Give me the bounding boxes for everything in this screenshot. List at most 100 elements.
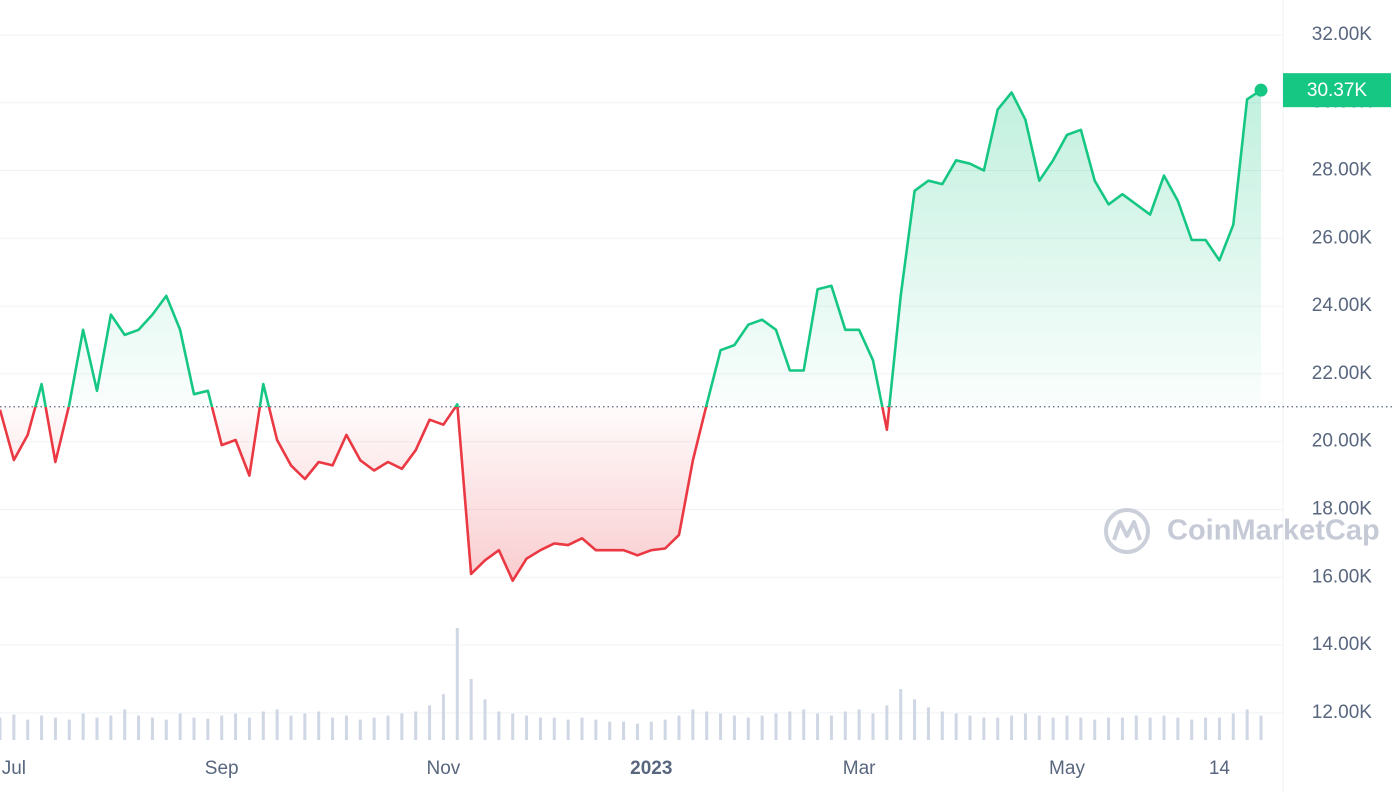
volume-bar <box>317 711 321 740</box>
volume-bar <box>137 715 141 740</box>
volume-bar <box>12 714 16 740</box>
volume-bar <box>178 713 182 740</box>
volume-bar <box>649 721 653 740</box>
volume-bar <box>635 723 639 740</box>
volume-bar <box>1065 715 1069 740</box>
x-tick-label: Mar <box>843 758 876 779</box>
volume-bar <box>428 705 432 740</box>
x-tick-label: May <box>1049 758 1085 779</box>
volume-bar <box>441 694 445 740</box>
volume-bars <box>0 628 1263 740</box>
volume-bar <box>788 711 792 740</box>
y-tick-label: 14.00K <box>1312 634 1373 655</box>
y-tick-label: 18.00K <box>1312 499 1373 520</box>
volume-bar <box>913 699 917 740</box>
volume-bar <box>525 715 529 740</box>
volume-bar <box>234 713 238 740</box>
volume-bar <box>358 719 362 740</box>
volume-bar <box>220 715 224 740</box>
volume-bar <box>885 705 889 740</box>
volume-bar <box>1190 719 1194 740</box>
volume-bar <box>1245 709 1249 740</box>
volume-bar <box>289 715 293 740</box>
volume-bar <box>261 711 265 740</box>
y-tick-label: 20.00K <box>1312 431 1373 452</box>
volume-bar <box>400 713 404 740</box>
volume-bar <box>982 717 986 740</box>
volume-bar <box>123 709 127 740</box>
price-line <box>0 89 1262 582</box>
volume-bar <box>53 717 57 740</box>
volume-bar <box>1134 715 1138 740</box>
volume-bar <box>344 715 348 740</box>
volume-bar <box>940 711 944 740</box>
y-tick-label: 32.00K <box>1312 24 1373 45</box>
volume-bar <box>414 711 418 740</box>
volume-bar <box>1120 717 1124 740</box>
x-tick-label: Nov <box>427 758 461 779</box>
volume-bar <box>40 715 44 740</box>
x-tick-label: 2023 <box>630 758 672 779</box>
volume-bar <box>857 709 861 740</box>
volume-bar <box>67 719 71 740</box>
volume-bar <box>996 717 1000 740</box>
volume-bar <box>608 721 612 740</box>
volume-bar <box>150 717 154 740</box>
volume-bar <box>871 713 875 740</box>
y-tick-label: 24.00K <box>1312 295 1373 316</box>
volume-bar <box>164 719 168 740</box>
volume-bar <box>95 717 99 740</box>
volume-bar <box>26 719 30 740</box>
volume-bar <box>206 718 210 740</box>
x-tick-label: Sep <box>205 758 239 779</box>
volume-bar <box>0 717 2 740</box>
volume-bar <box>81 713 85 740</box>
volume-bar <box>705 711 709 740</box>
volume-bar <box>732 715 736 740</box>
volume-bar <box>1217 717 1221 740</box>
volume-bar <box>1010 715 1014 740</box>
volume-bar <box>192 717 196 740</box>
volume-bar <box>968 715 972 740</box>
volume-bar <box>622 721 626 740</box>
volume-bar <box>746 717 750 740</box>
volume-bar <box>843 711 847 740</box>
volume-bar <box>899 689 903 740</box>
volume-bar <box>829 715 833 740</box>
y-tick-label: 28.00K <box>1312 160 1373 181</box>
volume-bar <box>497 711 501 740</box>
volume-bar <box>677 715 681 740</box>
volume-bar <box>566 719 570 740</box>
volume-bar <box>663 719 667 740</box>
volume-bar <box>1176 717 1180 740</box>
volume-bar <box>760 715 764 740</box>
price-area <box>0 90 1261 581</box>
volume-bar <box>1079 717 1083 740</box>
y-tick-label: 22.00K <box>1312 363 1373 384</box>
volume-bar <box>774 713 778 740</box>
volume-bar <box>1204 717 1208 740</box>
volume-bar <box>1023 713 1027 740</box>
volume-bar <box>109 715 113 740</box>
volume-bar <box>483 699 487 740</box>
volume-bar <box>455 628 459 740</box>
watermark-logo <box>1104 508 1150 554</box>
watermark: CoinMarketCap <box>1167 515 1380 547</box>
last-price-dot <box>1254 83 1268 97</box>
volume-bar <box>1162 715 1166 740</box>
y-tick-label: 12.00K <box>1312 702 1373 723</box>
volume-bar <box>1259 715 1263 740</box>
y-tick-label: 16.00K <box>1312 566 1373 587</box>
volume-bar <box>816 713 820 740</box>
volume-bar <box>954 713 958 740</box>
volume-bar <box>926 707 930 740</box>
volume-bar <box>552 717 556 740</box>
volume-bar <box>538 717 542 740</box>
volume-bar <box>247 717 251 740</box>
price-tag-box <box>1283 73 1391 108</box>
x-tick-label: 14 <box>1209 758 1231 779</box>
price-tag: 30.37K <box>1307 80 1368 101</box>
volume-bar <box>511 713 515 740</box>
axis: 12.00K 14.00K 16.00K 18.00K 20.00K 22.00K 24.0… <box>2 24 1391 779</box>
